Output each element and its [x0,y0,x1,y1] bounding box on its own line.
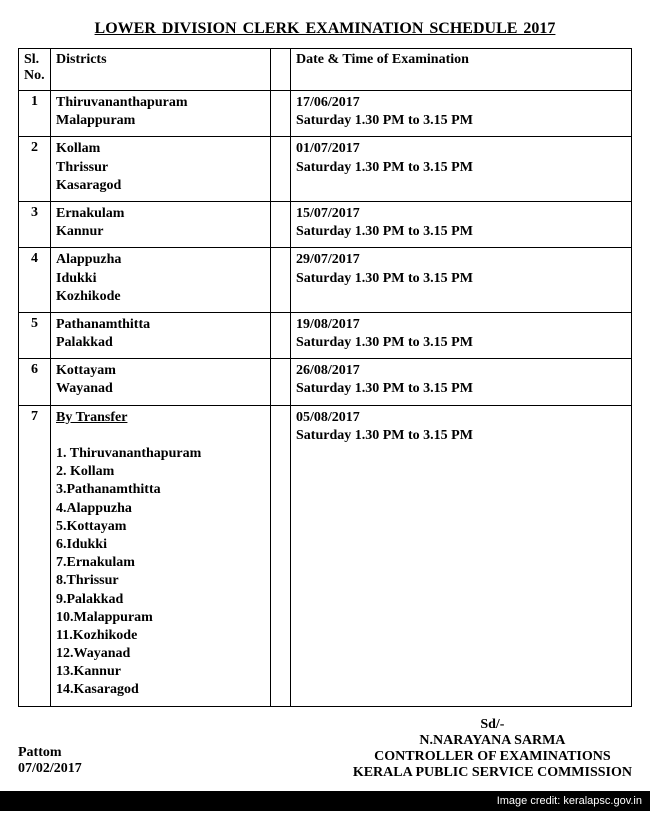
cell-slno: 7 [19,405,51,706]
transfer-item: 2. Kollam [56,463,265,481]
table-row: 1ThiruvananthapuramMalappuram17/06/2017S… [19,91,632,137]
col-gap [271,49,291,91]
district-name: Palakkad [56,334,265,352]
table-row: 6KottayamWayanad26/08/2017Saturday 1.30 … [19,359,632,405]
cell-slno: 2 [19,137,51,202]
district-name: Kasaragod [56,177,265,195]
district-name: Ernakulam [56,205,265,223]
transfer-item: 5.Kottayam [56,518,265,536]
transfer-item: 9.Palakkad [56,591,265,609]
table-header-row: Sl. No. Districts Date & Time of Examina… [19,49,632,91]
exam-date: 17/06/2017 [296,94,626,112]
cell-gap [271,359,291,405]
district-name: Kozhikode [56,288,265,306]
cell-slno: 1 [19,91,51,137]
cell-districts: KollamThrissurKasaragod [51,137,271,202]
exam-time: Saturday 1.30 PM to 3.15 PM [296,427,626,445]
footer-right: Sd/- N.NARAYANA SARMA CONTROLLER OF EXAM… [353,717,632,781]
transfer-item: 14.Kasaragod [56,681,265,699]
transfer-item: 8.Thrissur [56,572,265,590]
cell-datetime: 05/08/2017Saturday 1.30 PM to 3.15 PM [291,405,632,706]
cell-gap [271,137,291,202]
exam-date: 05/08/2017 [296,409,626,427]
transfer-heading: By Transfer [56,409,265,427]
transfer-item: 1. Thiruvananthapuram [56,445,265,463]
cell-gap [271,91,291,137]
transfer-item: 10.Malappuram [56,609,265,627]
footer-place: Pattom [18,745,82,761]
exam-time: Saturday 1.30 PM to 3.15 PM [296,159,626,177]
table-row: 5PathanamthittaPalakkad19/08/2017Saturda… [19,312,632,358]
district-name: Thiruvananthapuram [56,94,265,112]
table-row: 4AlappuzhaIdukkiKozhikode29/07/2017Satur… [19,248,632,313]
district-name: Pathanamthitta [56,316,265,334]
exam-date: 29/07/2017 [296,251,626,269]
table-row: 3ErnakulamKannur15/07/2017Saturday 1.30 … [19,201,632,247]
col-districts: Districts [51,49,271,91]
cell-slno: 5 [19,312,51,358]
exam-date: 01/07/2017 [296,140,626,158]
footer: Pattom 07/02/2017 Sd/- N.NARAYANA SARMA … [18,717,632,781]
transfer-item: 12.Wayanad [56,645,265,663]
schedule-table: Sl. No. Districts Date & Time of Examina… [18,48,632,707]
cell-districts: AlappuzhaIdukkiKozhikode [51,248,271,313]
cell-datetime: 01/07/2017Saturday 1.30 PM to 3.15 PM [291,137,632,202]
exam-time: Saturday 1.30 PM to 3.15 PM [296,112,626,130]
cell-slno: 6 [19,359,51,405]
cell-gap [271,405,291,706]
exam-date: 19/08/2017 [296,316,626,334]
transfer-item: 11.Kozhikode [56,627,265,645]
cell-datetime: 29/07/2017Saturday 1.30 PM to 3.15 PM [291,248,632,313]
district-name: Kottayam [56,362,265,380]
footer-left: Pattom 07/02/2017 [18,745,82,781]
image-credit: Image credit: keralapsc.gov.in [0,791,650,811]
col-datetime: Date & Time of Examination [291,49,632,91]
exam-time: Saturday 1.30 PM to 3.15 PM [296,223,626,241]
exam-date: 26/08/2017 [296,362,626,380]
cell-gap [271,248,291,313]
footer-sd: Sd/- [353,717,632,733]
district-name: Alappuzha [56,251,265,269]
page-title: LOWER DIVISION CLERK EXAMINATION SCHEDUL… [18,20,632,38]
transfer-item: 6.Idukki [56,536,265,554]
cell-districts: PathanamthittaPalakkad [51,312,271,358]
transfer-item: 13.Kannur [56,663,265,681]
transfer-item: 7.Ernakulam [56,554,265,572]
district-name: Thrissur [56,159,265,177]
district-name: Kannur [56,223,265,241]
table-row: 2KollamThrissurKasaragod01/07/2017Saturd… [19,137,632,202]
cell-districts: KottayamWayanad [51,359,271,405]
transfer-item: 3.Pathanamthitta [56,481,265,499]
district-name: Wayanad [56,380,265,398]
cell-gap [271,201,291,247]
footer-name: N.NARAYANA SARMA [353,733,632,749]
footer-org: KERALA PUBLIC SERVICE COMMISSION [353,765,632,781]
exam-time: Saturday 1.30 PM to 3.15 PM [296,270,626,288]
cell-slno: 4 [19,248,51,313]
cell-districts: By Transfer 1. Thiruvananthapuram2. Kolla… [51,405,271,706]
district-name: Malappuram [56,112,265,130]
col-slno: Sl. No. [19,49,51,91]
exam-date: 15/07/2017 [296,205,626,223]
cell-slno: 3 [19,201,51,247]
cell-datetime: 26/08/2017Saturday 1.30 PM to 3.15 PM [291,359,632,405]
transfer-item: 4.Alappuzha [56,500,265,518]
cell-districts: ErnakulamKannur [51,201,271,247]
exam-time: Saturday 1.30 PM to 3.15 PM [296,380,626,398]
footer-designation: CONTROLLER OF EXAMINATIONS [353,749,632,765]
cell-datetime: 15/07/2017Saturday 1.30 PM to 3.15 PM [291,201,632,247]
district-name: Idukki [56,270,265,288]
cell-districts: ThiruvananthapuramMalappuram [51,91,271,137]
cell-datetime: 19/08/2017Saturday 1.30 PM to 3.15 PM [291,312,632,358]
footer-date: 07/02/2017 [18,761,82,777]
cell-gap [271,312,291,358]
table-row-transfer: 7 By Transfer 1. Thiruvananthapuram2. Koll… [19,405,632,706]
exam-time: Saturday 1.30 PM to 3.15 PM [296,334,626,352]
district-name: Kollam [56,140,265,158]
cell-datetime: 17/06/2017Saturday 1.30 PM to 3.15 PM [291,91,632,137]
